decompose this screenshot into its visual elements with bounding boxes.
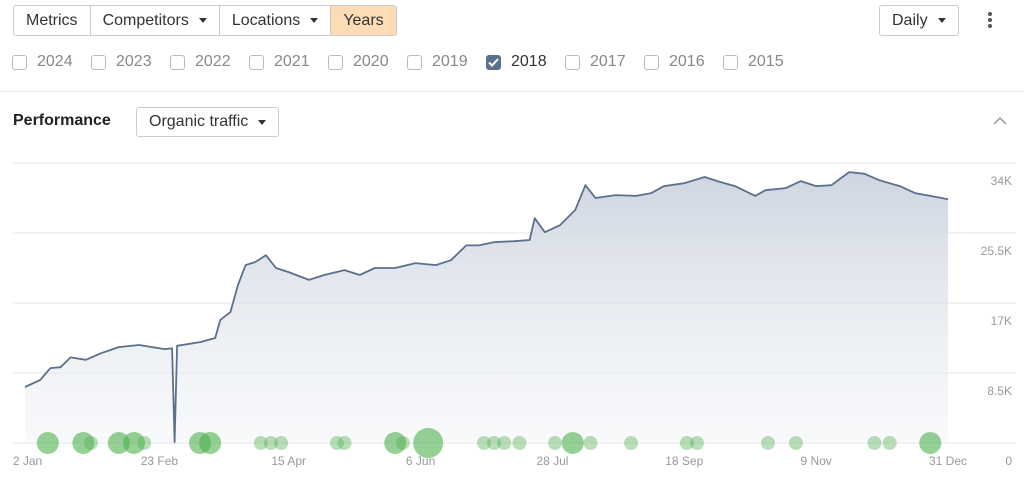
event-marker <box>547 436 562 450</box>
year-option[interactable]: 2021 <box>249 53 328 71</box>
year-option[interactable]: 2016 <box>644 53 723 71</box>
year-label: 2023 <box>116 53 152 70</box>
caret <box>937 18 946 23</box>
event-marker <box>253 436 268 450</box>
tab[interactable]: Metrics <box>14 6 91 35</box>
x-tick-label: 2 Jan <box>13 454 42 468</box>
year-option[interactable]: 2022 <box>170 53 249 71</box>
event-marker <box>123 432 146 454</box>
checkbox[interactable] <box>565 54 580 70</box>
event-marker <box>137 436 152 450</box>
year-label: 2017 <box>590 53 626 70</box>
more-menu[interactable] <box>987 12 993 30</box>
event-marker <box>36 432 59 454</box>
x-tick-label: 28 Jul <box>536 454 568 468</box>
line <box>24 171 949 444</box>
caret <box>258 119 267 125</box>
checkbox[interactable] <box>407 54 422 70</box>
year-list: 2024 2023 2022 2021 2020 2019 2018 2017 2016 2015 <box>12 53 802 71</box>
event-marker <box>83 436 98 450</box>
year-label: 2021 <box>274 53 310 70</box>
event-marker <box>919 432 942 454</box>
year-option[interactable]: 2018 <box>486 53 565 71</box>
event-marker <box>395 436 410 450</box>
interval-label: Daily <box>892 11 928 29</box>
x-tick-label: 18 Sep <box>665 454 703 468</box>
year-label: 2019 <box>432 53 468 70</box>
panel-title: Performance <box>13 112 111 129</box>
event-marker <box>263 436 278 450</box>
year-option[interactable]: 2020 <box>328 53 407 71</box>
tab[interactable]: Locations <box>219 6 332 35</box>
x-tick-label: 31 Dec <box>929 454 967 468</box>
y-tick-label: 17K <box>991 314 1012 328</box>
y-tick-label: 34K <box>991 174 1012 188</box>
event-marker <box>337 436 352 450</box>
year-label: 2024 <box>37 53 73 70</box>
tab-label: Metrics <box>26 11 78 29</box>
event-marker <box>788 436 803 450</box>
event-marker <box>512 436 527 450</box>
tab[interactable]: Competitors <box>90 6 220 35</box>
tab-label: Years <box>343 11 384 29</box>
year-label: 2022 <box>195 53 231 70</box>
y-tick-label: 8.5K <box>987 384 1012 398</box>
year-option[interactable]: 2019 <box>407 53 486 71</box>
separator <box>0 91 1024 92</box>
year-option[interactable]: 2024 <box>12 53 91 71</box>
tab-label: Competitors <box>102 11 189 29</box>
event-marker <box>274 436 289 450</box>
checkbox[interactable] <box>486 54 501 70</box>
event-marker <box>561 432 584 454</box>
checkbox[interactable] <box>249 54 264 70</box>
event-marker <box>679 436 694 450</box>
tab-label: Locations <box>231 11 301 29</box>
metric-dropdown[interactable]: Organic traffic <box>136 107 280 137</box>
year-label: 2016 <box>669 53 705 70</box>
year-option[interactable]: 2023 <box>91 53 170 71</box>
tab-group: Metrics Competitors Locations Years <box>13 5 397 36</box>
year-option[interactable]: 2015 <box>723 53 802 71</box>
checkbox[interactable] <box>12 54 27 70</box>
event-marker <box>882 436 897 450</box>
event-marker <box>107 432 130 454</box>
year-option[interactable]: 2017 <box>565 53 644 71</box>
event-marker <box>867 436 882 450</box>
event-marker <box>329 436 344 450</box>
event-marker <box>689 436 704 450</box>
checkbox[interactable] <box>91 54 106 70</box>
event-marker <box>624 436 639 450</box>
x-tick-label: 15 Apr <box>271 454 306 468</box>
caret <box>198 18 207 23</box>
y-tick-label: 0 <box>1005 454 1012 468</box>
checkbox[interactable] <box>170 54 185 70</box>
year-label: 2020 <box>353 53 389 70</box>
event-marker <box>583 436 598 450</box>
event-marker <box>760 436 775 450</box>
x-tick-label: 23 Feb <box>141 454 179 468</box>
x-tick-label: 9 Nov <box>800 454 831 468</box>
event-marker <box>497 436 512 450</box>
event-marker <box>413 428 444 458</box>
interval-dropdown[interactable]: Daily <box>879 5 959 36</box>
y-tick-label: 25.5K <box>981 244 1012 258</box>
year-label: 2018 <box>511 53 547 70</box>
checkbox[interactable] <box>328 54 343 70</box>
event-marker <box>72 432 95 454</box>
event-marker <box>476 436 491 450</box>
metric-label: Organic traffic <box>149 113 249 130</box>
tab[interactable]: Years <box>331 6 396 35</box>
event-marker <box>384 432 407 454</box>
event-marker <box>487 436 502 450</box>
area-fill <box>25 172 948 443</box>
checkbox[interactable] <box>723 54 738 70</box>
year-label: 2015 <box>748 53 784 70</box>
checkbox[interactable] <box>644 54 659 70</box>
caret <box>310 18 319 23</box>
check-icon <box>488 57 499 67</box>
event-marker <box>199 432 222 454</box>
collapse-toggle[interactable] <box>992 116 1008 126</box>
